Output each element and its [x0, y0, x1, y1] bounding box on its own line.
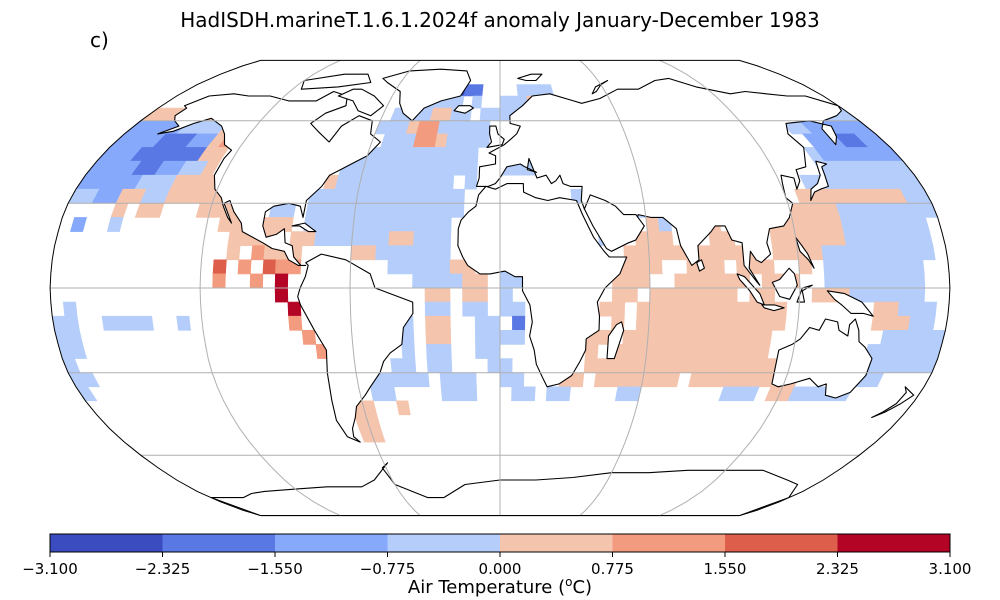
sumatra-land — [736, 273, 765, 306]
novaya-zemlya-land — [591, 79, 609, 95]
colorbar-swatch — [500, 534, 613, 552]
anomaly-cell — [226, 245, 241, 261]
anomaly-cell — [370, 386, 397, 402]
colorbar-label: Air Temperature (oC) — [407, 575, 593, 598]
anomaly-cells — [51, 84, 946, 443]
new-zealand-land — [871, 386, 915, 419]
meridian-gridline — [199, 60, 341, 516]
colorbar-swatch — [612, 534, 725, 552]
colorbar-swatch — [387, 534, 500, 552]
japan-land — [810, 160, 829, 202]
colorbar-swatch — [162, 534, 275, 552]
new-guinea-land — [826, 290, 874, 317]
colorbar-swatch — [275, 534, 388, 552]
anomaly-cell — [101, 315, 154, 331]
madagascar-land — [606, 321, 625, 360]
iceland-land — [453, 105, 474, 114]
colorbar-swatch — [725, 534, 838, 552]
meridian-gridline — [659, 60, 801, 516]
colorbar-tick-label: 3.100 — [928, 560, 972, 578]
colorbar-tick-label: −1.550 — [247, 560, 303, 578]
south-america-land — [297, 253, 414, 443]
antarctica-land — [210, 462, 799, 516]
colorbar-swatch — [50, 534, 163, 552]
meridian-gridline — [349, 60, 421, 516]
panel-label: c) — [90, 28, 109, 52]
philippines-land — [794, 236, 815, 269]
colorbar-tick-label: −0.775 — [359, 560, 416, 578]
north-america-land — [157, 90, 381, 266]
anomaly-cell — [545, 386, 572, 402]
anomaly-cell — [471, 95, 483, 109]
sri-lanka-land — [696, 259, 705, 272]
java-land — [761, 304, 785, 312]
colorbar-tick-label: 0.775 — [591, 560, 634, 578]
anomaly-cell — [759, 315, 787, 331]
australia-land — [771, 318, 873, 399]
anomaly-cell — [718, 386, 760, 402]
anomaly-cell — [511, 330, 526, 345]
anomaly-cell — [288, 315, 303, 331]
colorbar-tick-label: −2.325 — [134, 560, 191, 578]
borneo-land — [771, 267, 798, 300]
map-title: HadISDH.marineT.1.6.1.2024f anomaly Janu… — [180, 8, 820, 32]
colorbar-swatch — [837, 534, 950, 552]
meridian-gridline — [579, 60, 651, 516]
colorbar-tick-label: 1.550 — [703, 560, 747, 578]
greenland-land — [382, 68, 472, 122]
svalbard-land — [517, 73, 543, 82]
arctic-islands-land — [300, 73, 372, 90]
anomaly-cell — [396, 400, 411, 416]
baffin-land — [337, 88, 385, 117]
anomaly-cell — [440, 386, 478, 402]
arabia-land — [583, 194, 645, 252]
anomaly-cell — [106, 217, 124, 232]
gridlines — [50, 60, 950, 516]
colorbar-tick-label: 2.325 — [816, 560, 859, 578]
map-boundary — [49, 59, 951, 517]
colorbar-tick-label: −3.100 — [22, 560, 78, 578]
anomaly-cell — [464, 174, 478, 190]
cuba-land — [291, 222, 317, 233]
anomaly-cell — [176, 315, 192, 331]
colorbar-tick-label: 0.000 — [478, 560, 522, 578]
anomaly-map — [49, 59, 951, 517]
anomaly-cell — [70, 217, 87, 232]
anomaly-cell — [237, 259, 252, 275]
eurasia-land — [475, 77, 842, 286]
anomaly-cell — [511, 386, 536, 402]
